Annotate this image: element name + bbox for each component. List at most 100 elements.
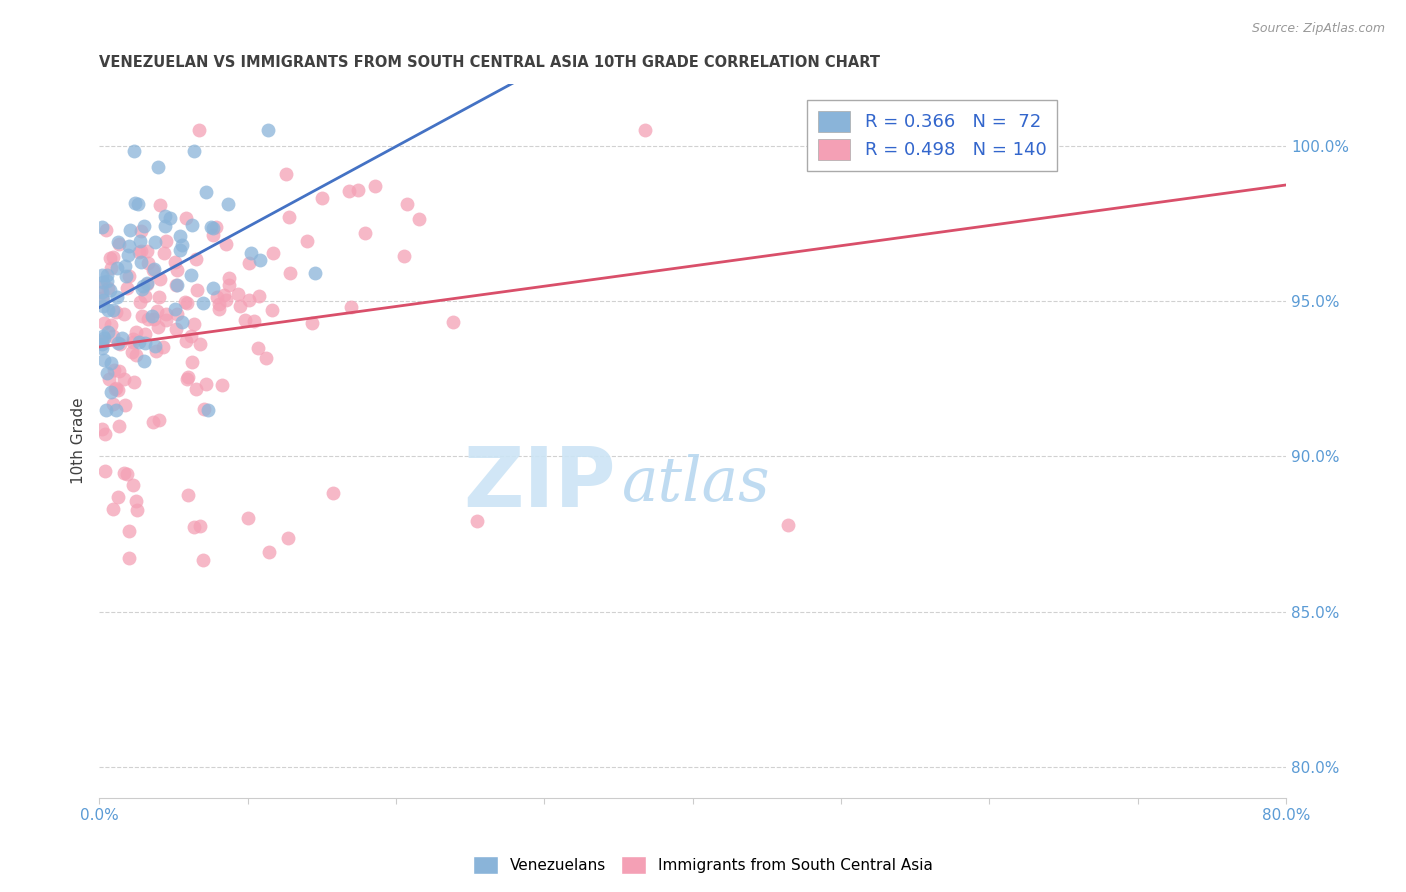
Point — [111, 331, 134, 345]
Text: ZIP: ZIP — [463, 443, 616, 524]
Point — [93, 316, 115, 330]
Point — [183, 318, 205, 332]
Point — [188, 518, 211, 533]
Point — [101, 502, 124, 516]
Point — [101, 397, 124, 411]
Point — [212, 288, 235, 302]
Point — [634, 123, 657, 137]
Point — [149, 198, 172, 212]
Point — [121, 478, 143, 492]
Point — [143, 235, 166, 249]
Point — [396, 196, 419, 211]
Point — [190, 337, 212, 351]
Point — [128, 334, 150, 349]
Point — [165, 302, 187, 317]
Point — [153, 246, 176, 260]
Point — [132, 219, 155, 234]
Point — [103, 251, 125, 265]
Point — [277, 531, 299, 545]
Point — [94, 223, 117, 237]
Point — [364, 179, 387, 194]
Point — [122, 144, 145, 158]
Point — [191, 296, 214, 310]
Point — [169, 229, 191, 244]
Point — [115, 281, 138, 295]
Point — [127, 197, 149, 211]
Point — [243, 314, 266, 328]
Point — [392, 249, 415, 263]
Point — [131, 282, 153, 296]
Point — [108, 337, 131, 351]
Point — [98, 251, 121, 265]
Point — [218, 278, 240, 293]
Point — [125, 494, 148, 508]
Point — [117, 248, 139, 262]
Point — [177, 488, 200, 502]
Point — [112, 307, 135, 321]
Point — [165, 322, 187, 336]
Point — [91, 336, 114, 351]
Point — [176, 211, 198, 225]
Point — [188, 123, 211, 137]
Point — [91, 285, 114, 299]
Point — [131, 309, 153, 323]
Point — [134, 289, 156, 303]
Point — [180, 355, 202, 369]
Point — [114, 467, 136, 481]
Point — [155, 312, 177, 326]
Point — [128, 244, 150, 259]
Legend: R = 0.366   N =  72, R = 0.498   N = 140: R = 0.366 N = 72, R = 0.498 N = 140 — [807, 100, 1057, 170]
Point — [152, 340, 174, 354]
Point — [100, 261, 122, 276]
Point — [166, 262, 188, 277]
Point — [233, 313, 256, 327]
Point — [134, 335, 156, 350]
Point — [257, 545, 280, 559]
Point — [115, 467, 138, 482]
Point — [347, 183, 370, 197]
Point — [408, 212, 430, 227]
Point — [91, 341, 114, 355]
Point — [93, 353, 115, 368]
Point — [146, 160, 169, 174]
Point — [183, 144, 205, 158]
Point — [107, 237, 129, 252]
Point — [129, 255, 152, 269]
Point — [148, 290, 170, 304]
Point — [236, 511, 259, 525]
Point — [112, 372, 135, 386]
Point — [118, 268, 141, 283]
Point — [322, 486, 344, 500]
Point — [125, 348, 148, 362]
Point — [100, 385, 122, 400]
Point — [169, 243, 191, 257]
Point — [118, 239, 141, 253]
Point — [202, 281, 225, 295]
Point — [208, 296, 231, 310]
Point — [104, 382, 127, 396]
Point — [93, 331, 115, 345]
Point — [163, 254, 186, 268]
Point — [91, 275, 114, 289]
Point — [91, 329, 114, 343]
Point — [135, 276, 157, 290]
Point — [114, 260, 136, 274]
Point — [215, 237, 238, 252]
Point — [118, 223, 141, 237]
Point — [124, 195, 146, 210]
Point — [339, 184, 361, 198]
Point — [93, 427, 115, 442]
Point — [218, 271, 240, 285]
Point — [91, 291, 114, 305]
Point — [239, 245, 262, 260]
Point — [177, 370, 200, 384]
Point — [93, 464, 115, 478]
Point — [101, 328, 124, 343]
Point — [194, 376, 217, 391]
Point — [100, 356, 122, 370]
Point — [114, 268, 136, 283]
Point — [129, 234, 152, 248]
Point — [441, 315, 464, 329]
Point — [183, 520, 205, 534]
Text: Source: ZipAtlas.com: Source: ZipAtlas.com — [1251, 22, 1385, 36]
